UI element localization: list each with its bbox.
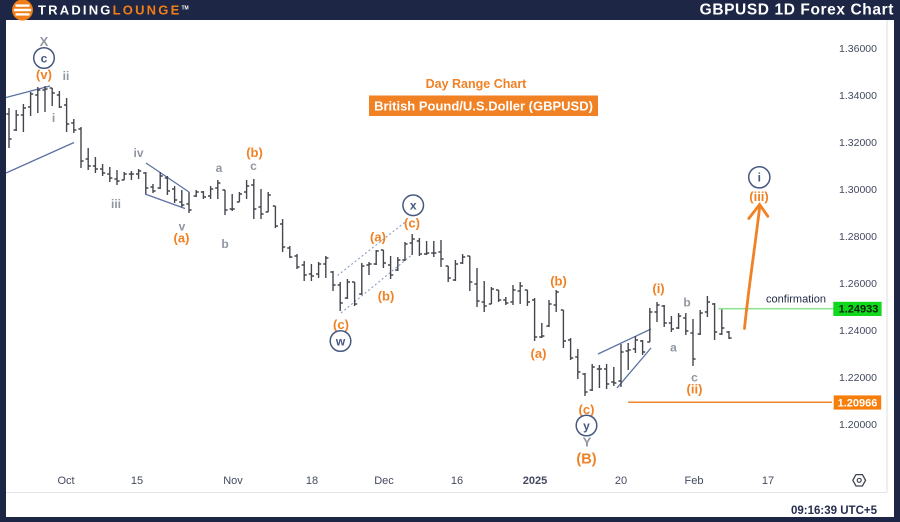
svg-text:b: b bbox=[683, 296, 690, 310]
svg-text:1.24933: 1.24933 bbox=[839, 304, 879, 316]
svg-text:1.32000: 1.32000 bbox=[839, 137, 877, 149]
svg-text:(b): (b) bbox=[550, 274, 567, 289]
svg-text:ii: ii bbox=[63, 69, 70, 83]
svg-text:w: w bbox=[335, 334, 346, 348]
svg-text:Day Range Chart: Day Range Chart bbox=[426, 77, 528, 91]
svg-text:Nov: Nov bbox=[223, 475, 243, 487]
svg-text:iii: iii bbox=[111, 197, 121, 211]
svg-text:1.22000: 1.22000 bbox=[839, 372, 877, 384]
svg-text:GBPUSD 1D Forex Chart: GBPUSD 1D Forex Chart bbox=[700, 2, 894, 19]
svg-text:2025: 2025 bbox=[523, 475, 547, 487]
svg-text:1.24000: 1.24000 bbox=[839, 325, 877, 337]
svg-text:British Pound/U.S.Doller (GBPU: British Pound/U.S.Doller (GBPUSD) bbox=[374, 99, 593, 114]
svg-text:Feb: Feb bbox=[685, 475, 704, 487]
svg-text:i: i bbox=[52, 111, 55, 125]
svg-text:Y: Y bbox=[583, 435, 592, 450]
svg-text:c: c bbox=[691, 371, 698, 385]
svg-text:(a): (a) bbox=[370, 230, 386, 245]
svg-text:TRADINGLOUNGETM: TRADINGLOUNGETM bbox=[38, 3, 189, 18]
svg-text:iv: iv bbox=[133, 146, 143, 160]
svg-text:1.20000: 1.20000 bbox=[839, 419, 877, 431]
svg-text:(iii): (iii) bbox=[749, 189, 769, 204]
svg-text:1.28000: 1.28000 bbox=[839, 231, 877, 243]
svg-text:(c): (c) bbox=[333, 317, 349, 332]
svg-text:(c): (c) bbox=[404, 216, 420, 231]
svg-text:17: 17 bbox=[762, 475, 774, 487]
svg-text:a: a bbox=[216, 161, 223, 175]
svg-text:18: 18 bbox=[306, 475, 318, 487]
svg-text:x: x bbox=[410, 199, 417, 213]
svg-text:v: v bbox=[179, 220, 186, 234]
svg-text:1.36000: 1.36000 bbox=[839, 43, 877, 55]
svg-text:(c): (c) bbox=[579, 402, 595, 417]
svg-text:y: y bbox=[583, 419, 590, 433]
svg-text:Oct: Oct bbox=[57, 475, 74, 487]
svg-text:20: 20 bbox=[615, 475, 627, 487]
svg-text:(a): (a) bbox=[174, 231, 190, 246]
svg-text:(v): (v) bbox=[36, 67, 52, 82]
svg-text:c: c bbox=[250, 159, 257, 173]
svg-text:1.20966: 1.20966 bbox=[838, 397, 878, 409]
svg-text:(a): (a) bbox=[531, 346, 547, 361]
svg-text:1.34000: 1.34000 bbox=[839, 90, 877, 102]
svg-text:16: 16 bbox=[451, 475, 463, 487]
svg-text:(b): (b) bbox=[246, 145, 263, 160]
svg-text:i: i bbox=[758, 171, 761, 185]
svg-text:(b): (b) bbox=[378, 289, 395, 304]
svg-text:15: 15 bbox=[131, 475, 143, 487]
svg-text:1.26000: 1.26000 bbox=[839, 278, 877, 290]
svg-text:b: b bbox=[221, 237, 228, 251]
svg-text:(i): (i) bbox=[652, 281, 664, 296]
svg-text:Dec: Dec bbox=[374, 475, 394, 487]
svg-text:1.30000: 1.30000 bbox=[839, 184, 877, 196]
svg-text:(ii): (ii) bbox=[687, 382, 703, 397]
svg-text:X: X bbox=[40, 34, 49, 49]
svg-text:09:16:39 UTC+5: 09:16:39 UTC+5 bbox=[791, 505, 878, 517]
svg-text:c: c bbox=[41, 51, 48, 65]
svg-text:confirmation: confirmation bbox=[766, 294, 826, 306]
svg-text:a: a bbox=[670, 341, 677, 355]
svg-text:(B): (B) bbox=[576, 452, 596, 468]
